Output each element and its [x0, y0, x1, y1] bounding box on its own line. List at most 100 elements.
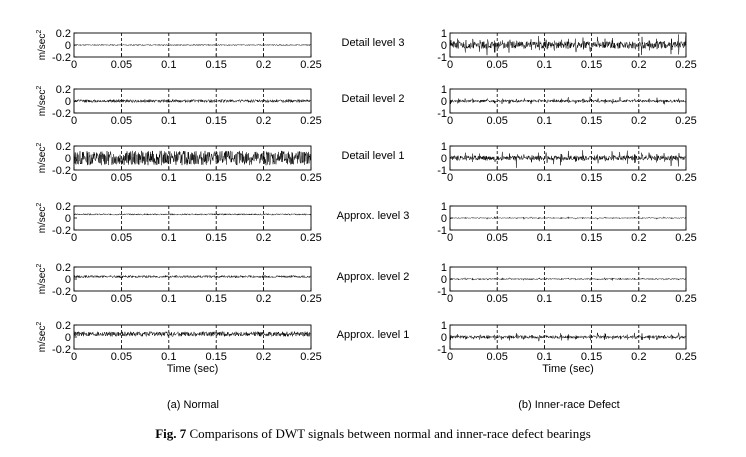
x-tick-label: 0.05 — [486, 351, 507, 363]
axes-box — [73, 266, 312, 292]
y-tick-label: -1 — [437, 225, 447, 237]
y-axis-label-superscript: 2 — [36, 30, 43, 34]
y-tick-label: 0 — [65, 274, 71, 286]
signal-trace — [449, 332, 687, 342]
x-tick-label: 0.1 — [161, 172, 176, 184]
y-tick-label: 1 — [441, 141, 447, 153]
y-tick-label: 0 — [65, 40, 71, 52]
x-tick-label: 0.1 — [161, 351, 176, 363]
y-tick-label: 0 — [441, 332, 447, 344]
normal-subplot-4: 0 0.05 0.1 0.15 0.2 0.250.20-0.2m/sec2 — [36, 201, 322, 244]
x-tick-label: 0.25 — [300, 232, 321, 244]
x-tick-label: 0.1 — [537, 232, 552, 244]
x-tick-label: 0.05 — [486, 115, 507, 127]
x-tick-label: 0 — [71, 115, 77, 127]
y-tick-label: -1 — [437, 108, 447, 120]
x-tick-label: 0.15 — [205, 232, 226, 244]
y-tick-label: 0 — [441, 213, 447, 225]
y-tick-label: 1 — [441, 262, 447, 274]
x-tick-label: 0.15 — [205, 115, 226, 127]
signal-trace — [73, 274, 312, 279]
y-tick-label: 0 — [441, 274, 447, 286]
panel-b-label: (b) Inner-race Defect — [518, 399, 619, 411]
normal-subplot-1: 0 0.05 0.1 0.15 0.2 0.250.20-0.2m/sec2 — [36, 28, 322, 71]
y-axis-label-superscript: 2 — [36, 322, 43, 326]
y-axis-label-superscript: 2 — [36, 143, 43, 147]
y-tick-label: -1 — [437, 52, 447, 64]
x-tick-label: 0.25 — [300, 115, 321, 127]
x-tick-label: 0.15 — [205, 351, 226, 363]
x-tick-label: 0.05 — [111, 115, 132, 127]
x-tick-label: 0.25 — [675, 115, 696, 127]
axes-box — [73, 205, 312, 231]
x-tick-label: 0.2 — [631, 232, 646, 244]
y-tick-label: 0 — [65, 96, 71, 108]
x-tick-label: 0.2 — [631, 293, 646, 305]
x-axis-label: Time (sec) — [167, 363, 219, 375]
x-tick-label: 0.1 — [161, 115, 176, 127]
x-tick-label: 0 — [71, 232, 77, 244]
y-tick-label: 1 — [441, 84, 447, 96]
row-label: Detail level 2 — [342, 93, 405, 105]
x-tick-label: 0.25 — [300, 172, 321, 184]
x-tick-label: 0.05 — [111, 351, 132, 363]
y-tick-label: -0.2 — [52, 52, 71, 64]
axes-box — [449, 88, 687, 114]
x-tick-label: 0 — [447, 293, 453, 305]
x-tick-label: 0.2 — [256, 59, 271, 71]
y-axis-label: m/sec2 — [36, 30, 48, 61]
panel-a-label: (a) Normal — [167, 399, 219, 411]
axes-box — [449, 324, 687, 350]
row-label: Approx. level 3 — [337, 210, 410, 222]
y-tick-label: -1 — [437, 344, 447, 356]
x-tick-label: 0.1 — [161, 232, 176, 244]
y-tick-label: 0.2 — [56, 262, 71, 274]
caption-text: Comparisons of DWT signals between norma… — [189, 426, 591, 441]
x-tick-label: 0.25 — [675, 232, 696, 244]
x-tick-label: 0.05 — [111, 172, 132, 184]
y-tick-label: -0.2 — [52, 225, 71, 237]
axes-box — [449, 32, 687, 58]
x-tick-label: 0 — [71, 59, 77, 71]
signal-trace — [73, 98, 312, 104]
y-axis-label: m/sec2 — [36, 264, 48, 295]
x-tick-label: 0.1 — [537, 59, 552, 71]
x-tick-label: 0 — [71, 293, 77, 305]
y-tick-label: -0.2 — [52, 165, 71, 177]
signal-trace — [449, 34, 687, 56]
x-tick-label: 0.25 — [300, 351, 321, 363]
y-tick-label: 1 — [441, 201, 447, 213]
x-tick-label: 0.05 — [486, 293, 507, 305]
y-tick-label: 0 — [441, 40, 447, 52]
x-tick-label: 0.1 — [537, 172, 552, 184]
x-tick-label: 0.2 — [631, 59, 646, 71]
x-tick-label: 0 — [447, 172, 453, 184]
y-axis-label-superscript: 2 — [36, 86, 43, 90]
x-tick-label: 0.2 — [631, 351, 646, 363]
x-tick-label: 0 — [71, 351, 77, 363]
y-tick-label: -0.2 — [52, 344, 71, 356]
axes-box — [449, 145, 687, 171]
x-tick-label: 0.05 — [111, 232, 132, 244]
signal-trace — [73, 330, 312, 338]
y-tick-label: 0.2 — [56, 84, 71, 96]
y-tick-label: -1 — [437, 286, 447, 298]
signal-trace — [449, 216, 687, 221]
x-tick-label: 0 — [447, 59, 453, 71]
axes-box — [449, 205, 687, 231]
signal-trace — [73, 149, 312, 166]
x-tick-label: 0.2 — [631, 115, 646, 127]
signal-trace — [449, 277, 687, 282]
x-tick-label: 0.05 — [486, 59, 507, 71]
row-label: Detail level 1 — [342, 150, 405, 162]
x-tick-label: 0.1 — [161, 59, 176, 71]
x-tick-label: 0.15 — [581, 59, 602, 71]
x-axis-label: Time (sec) — [542, 363, 594, 375]
x-tick-label: 0.25 — [675, 351, 696, 363]
axes-box — [73, 32, 312, 58]
x-tick-label: 0.15 — [581, 293, 602, 305]
x-tick-label: 0.25 — [675, 172, 696, 184]
